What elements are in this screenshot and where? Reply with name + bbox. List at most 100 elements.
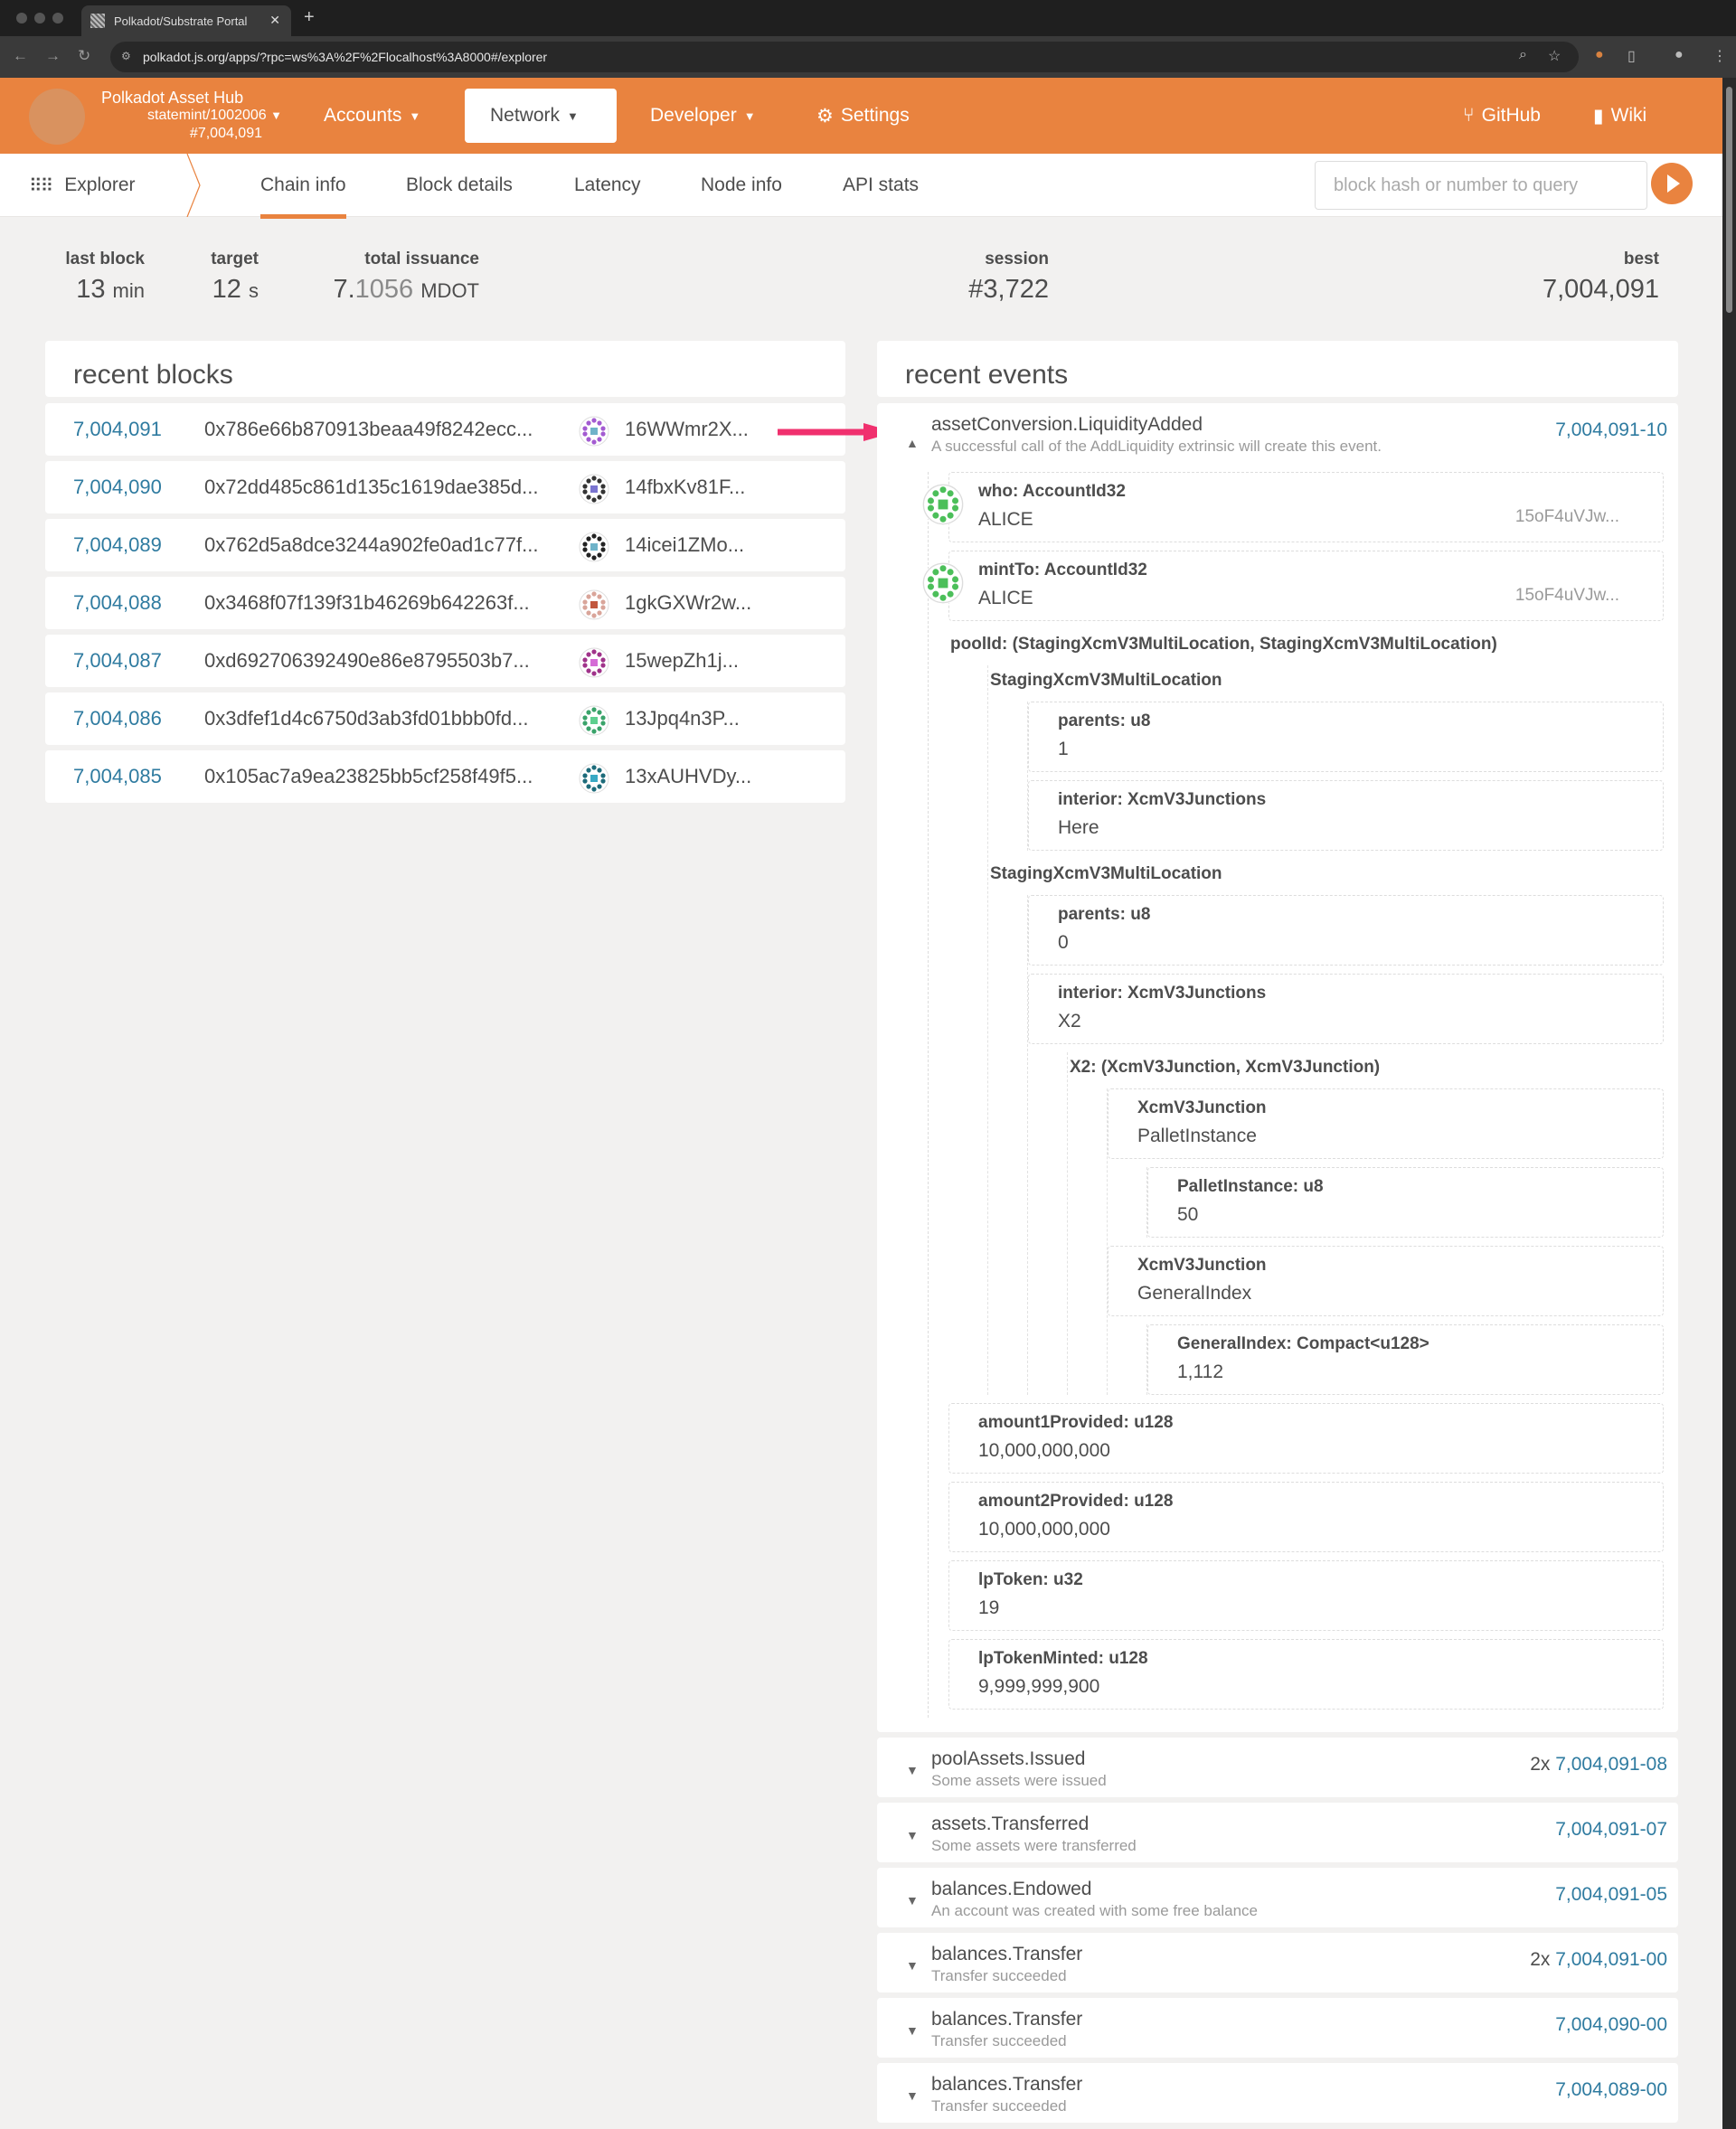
block-author[interactable]: 13Jpq4n3P... (625, 707, 740, 730)
menu-settings[interactable]: ⚙ Settings (791, 89, 935, 143)
expand-caret-icon[interactable]: ▼ (906, 1828, 919, 1842)
scrollbar-thumb[interactable] (1726, 87, 1732, 313)
more-menu-icon[interactable]: ⋮ (1712, 49, 1727, 64)
stat-label: target (211, 250, 259, 268)
block-query-input[interactable]: block hash or number to query (1315, 161, 1647, 210)
event-id-link[interactable]: 7,004,091-07 (1555, 1819, 1667, 1840)
stat-value: 7,004,091 (1542, 275, 1659, 304)
tab-block-details[interactable]: Block details (406, 154, 513, 217)
event-description: Transfer succeeded (931, 1967, 1067, 1984)
block-author[interactable]: 14fbxKv81F... (625, 476, 746, 498)
section-explorer[interactable]: ⠿⠿ Explorer (29, 154, 136, 217)
block-number-link[interactable]: 7,004,087 (73, 649, 162, 672)
link-github[interactable]: ⑂ GitHub (1438, 89, 1566, 143)
event-title[interactable]: balances.Endowed (931, 1879, 1092, 1899)
author-identicon-icon[interactable] (579, 647, 609, 678)
expand-caret-icon[interactable]: ▼ (906, 1763, 919, 1777)
menu-accounts[interactable]: Accounts ▼ (298, 89, 446, 143)
collapse-caret-icon[interactable]: ▲ (906, 436, 919, 450)
query-play-button[interactable] (1651, 163, 1693, 204)
expand-caret-icon[interactable]: ▼ (906, 1958, 919, 1973)
block-author[interactable]: 15wepZh1j... (625, 649, 739, 672)
profile-icon[interactable]: ● (1675, 47, 1684, 62)
recent-events-header: recent events (877, 341, 1678, 397)
section-label: Explorer (64, 174, 136, 195)
event-title[interactable]: poolAssets.Issued (931, 1748, 1086, 1769)
block-number-link[interactable]: 7,004,090 (73, 476, 162, 498)
tab-node-info[interactable]: Node info (701, 154, 782, 217)
event-id-link[interactable]: 7,004,091-05 (1555, 1884, 1667, 1905)
expand-caret-icon[interactable]: ▼ (906, 1893, 919, 1908)
account-identicon-icon[interactable] (922, 484, 964, 525)
event-title[interactable]: balances.Transfer (931, 1944, 1083, 1964)
event-row[interactable]: ▼ balances.Transfer Transfer succeeded 7,0… (877, 1998, 1678, 2058)
event-id-link[interactable]: 7,004,089-00 (1555, 2079, 1667, 2100)
chevron-down-icon: ▼ (743, 108, 756, 123)
tab-chain-info[interactable]: Chain info (246, 154, 361, 219)
address-bar[interactable]: ⚙ polkadot.js.org/apps/?rpc=ws%3A%2F%2Fl… (110, 42, 1579, 72)
block-number-link[interactable]: 7,004,086 (73, 707, 162, 730)
forward-icon[interactable]: → (45, 47, 61, 64)
menu-developer[interactable]: Developer ▼ (625, 89, 781, 143)
author-identicon-icon[interactable] (579, 705, 609, 736)
back-icon[interactable]: ← (13, 47, 28, 64)
event-row[interactable]: ▼ balances.Transfer Transfer succeeded 2x 7… (877, 1933, 1678, 1992)
event-id-link[interactable]: 7,004,090-00 (1555, 2014, 1667, 2035)
expand-caret-icon[interactable]: ▼ (906, 2088, 919, 2103)
stat-label: session (985, 250, 1049, 268)
block-author[interactable]: 1gkGXWr2w... (625, 591, 752, 614)
event-title[interactable]: assetConversion.LiquidityAdded (931, 414, 1203, 435)
param-label: GeneralIndex: Compact<u128> (1177, 1334, 1429, 1353)
new-tab-icon[interactable]: + (304, 7, 315, 27)
block-author[interactable]: 13xAUHVDy... (625, 765, 752, 787)
zoom-icon[interactable]: ⌕ (1519, 47, 1527, 62)
block-author[interactable]: 16WWmr2X... (625, 418, 749, 440)
tab-latency[interactable]: Latency (574, 154, 641, 217)
author-identicon-icon[interactable] (579, 474, 609, 504)
bookmark-star-icon[interactable]: ☆ (1548, 49, 1561, 64)
event-title[interactable]: balances.Transfer (931, 2009, 1083, 2030)
menu-network[interactable]: Network ▼ (465, 89, 617, 143)
chain-selector[interactable]: Polkadot Asset Hub statemint/1002006 ▼ #… (101, 89, 282, 143)
expand-caret-icon[interactable]: ▼ (906, 2023, 919, 2038)
event-title[interactable]: assets.Transferred (931, 1813, 1090, 1834)
extensions-puzzle-icon[interactable]: ▯ (1628, 49, 1636, 64)
account-address[interactable]: 15oF4uVJw... (1514, 586, 1619, 605)
tab-api-stats[interactable]: API stats (843, 154, 919, 217)
event-id-link[interactable]: 7,004,091-10 (1555, 419, 1667, 440)
block-number-link[interactable]: 7,004,088 (73, 591, 162, 614)
browser-toolbar: ← → ↻ ⚙ polkadot.js.org/apps/?rpc=ws%3A%… (0, 36, 1736, 78)
block-number-link[interactable]: 7,004,089 (73, 533, 162, 556)
author-identicon-icon[interactable] (579, 532, 609, 562)
event-id-link[interactable]: 7,004,091-08 (1555, 1754, 1667, 1775)
event-id-link[interactable]: 7,004,091-00 (1555, 1949, 1667, 1970)
event-row[interactable]: ▼ poolAssets.Issued Some assets were issue… (877, 1738, 1678, 1797)
author-identicon-icon[interactable] (579, 763, 609, 794)
browser-tab[interactable]: Polkadot/Substrate Portal ✕ (81, 5, 291, 36)
window-controls[interactable] (16, 13, 63, 24)
event-row[interactable]: ▼ balances.Transfer Transfer succeeded 7,0… (877, 2063, 1678, 2123)
section-title: recent blocks (73, 360, 233, 390)
event-row[interactable]: ▼ assets.Transferred Some assets were tran… (877, 1803, 1678, 1862)
param-box: amount2Provided: u128 10,000,000,000 (948, 1482, 1664, 1552)
account-identicon-icon[interactable] (922, 562, 964, 604)
author-identicon-icon[interactable] (579, 589, 609, 620)
block-author[interactable]: 14icei1ZMo... (625, 533, 745, 556)
author-identicon-icon[interactable] (579, 416, 609, 447)
event-title[interactable]: balances.Transfer (931, 2074, 1083, 2095)
reload-icon[interactable]: ↻ (78, 47, 91, 64)
extension-icon[interactable]: ● (1595, 47, 1604, 62)
link-wiki[interactable]: ▮ Wiki (1568, 89, 1672, 143)
account-address[interactable]: 15oF4uVJw... (1514, 507, 1619, 526)
page-scrollbar[interactable] (1722, 78, 1736, 2129)
gears-icon: ⚙ (816, 105, 834, 127)
param-node: mintTo: AccountId32 ALICE 15oF4uVJw... (922, 551, 1664, 621)
block-number-link[interactable]: 7,004,091 (73, 418, 162, 440)
event-row[interactable]: ▼ balances.Endowed An account was created … (877, 1868, 1678, 1927)
chain-logo[interactable] (29, 89, 85, 145)
stat-value-frac: 1056 (354, 275, 414, 304)
param-node: parents: u8 1 (1028, 702, 1664, 772)
block-number-link[interactable]: 7,004,085 (73, 765, 162, 787)
site-info-icon[interactable]: ⚙ (121, 50, 131, 62)
close-tab-icon[interactable]: ✕ (269, 13, 280, 27)
